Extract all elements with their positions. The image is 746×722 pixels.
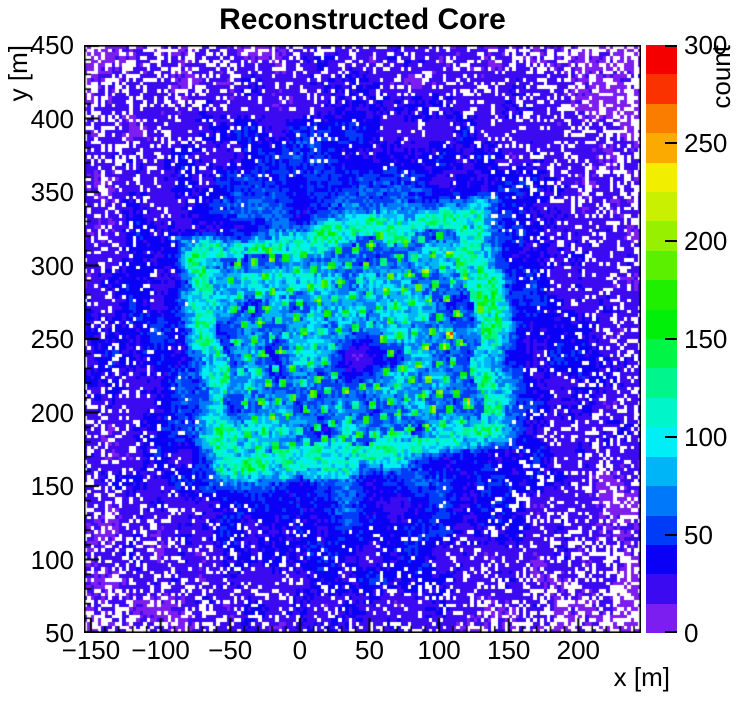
x-tick-label: 50 xyxy=(354,635,384,665)
y-tick-label: 150 xyxy=(30,471,74,501)
y-tick-label: 350 xyxy=(30,177,74,207)
x-tick-label: −100 xyxy=(131,635,190,665)
y-tick-label: 200 xyxy=(30,397,74,428)
x-tick-label: 150 xyxy=(487,635,531,665)
colorbar-band xyxy=(646,103,677,134)
plot-title: Reconstructed Core xyxy=(219,3,506,36)
colorbar-tick xyxy=(665,142,677,144)
x-tick-label: −150 xyxy=(61,635,121,665)
y-tick-label: 100 xyxy=(30,544,74,575)
colorbar-band xyxy=(646,162,677,193)
colorbar-band xyxy=(646,544,677,575)
y-tick-label: 300 xyxy=(30,250,74,281)
colorbar xyxy=(646,45,677,634)
y-tick-label: 250 xyxy=(30,324,74,354)
colorbar-band xyxy=(646,397,677,428)
colorbar-band xyxy=(646,486,677,516)
x-tick-label: 200 xyxy=(556,635,601,665)
colorbar-tick-label: 250 xyxy=(684,128,728,158)
colorbar-tick xyxy=(665,45,677,47)
colorbar-band xyxy=(646,133,677,163)
colorbar-tick-label: 50 xyxy=(684,520,713,550)
colorbar-tick xyxy=(665,534,677,536)
colorbar-band xyxy=(646,221,677,251)
colorbar-band xyxy=(646,74,677,104)
colorbar-band xyxy=(646,309,677,340)
colorbar-tick xyxy=(665,436,677,438)
x-tick-label: 100 xyxy=(417,635,461,665)
colorbar-tick-label: 200 xyxy=(684,226,728,256)
y-tick-label: 400 xyxy=(30,103,74,134)
colorbar-band xyxy=(646,280,677,310)
colorbar-tick-label: 100 xyxy=(684,422,728,452)
colorbar-band xyxy=(646,427,677,457)
colorbar-band xyxy=(646,339,677,369)
x-tick-label: 0 xyxy=(292,635,308,665)
colorbar-band xyxy=(646,45,677,75)
colorbar-band xyxy=(646,574,677,604)
x-tick-label: −50 xyxy=(208,635,253,665)
colorbar-tick xyxy=(665,631,677,633)
y-tick-label: 450 xyxy=(30,30,74,60)
colorbar-band xyxy=(646,515,677,545)
heatmap-canvas xyxy=(84,45,641,633)
colorbar-tick-label: 0 xyxy=(684,618,699,648)
colorbar-tick-label: 150 xyxy=(684,324,728,354)
y-tick-label: 50 xyxy=(45,618,74,648)
colorbar-title: count xyxy=(706,45,736,109)
colorbar-tick xyxy=(665,240,677,242)
colorbar-band xyxy=(646,250,677,281)
colorbar-band xyxy=(646,192,677,222)
colorbar-band xyxy=(646,456,677,487)
colorbar-tick xyxy=(665,338,677,340)
y-axis-title: y [m] xyxy=(3,45,33,102)
colorbar-band xyxy=(646,603,677,634)
colorbar-tick-label: 300 xyxy=(684,30,728,60)
colorbar-band xyxy=(646,368,677,398)
x-axis-title: x [m] xyxy=(613,662,670,692)
